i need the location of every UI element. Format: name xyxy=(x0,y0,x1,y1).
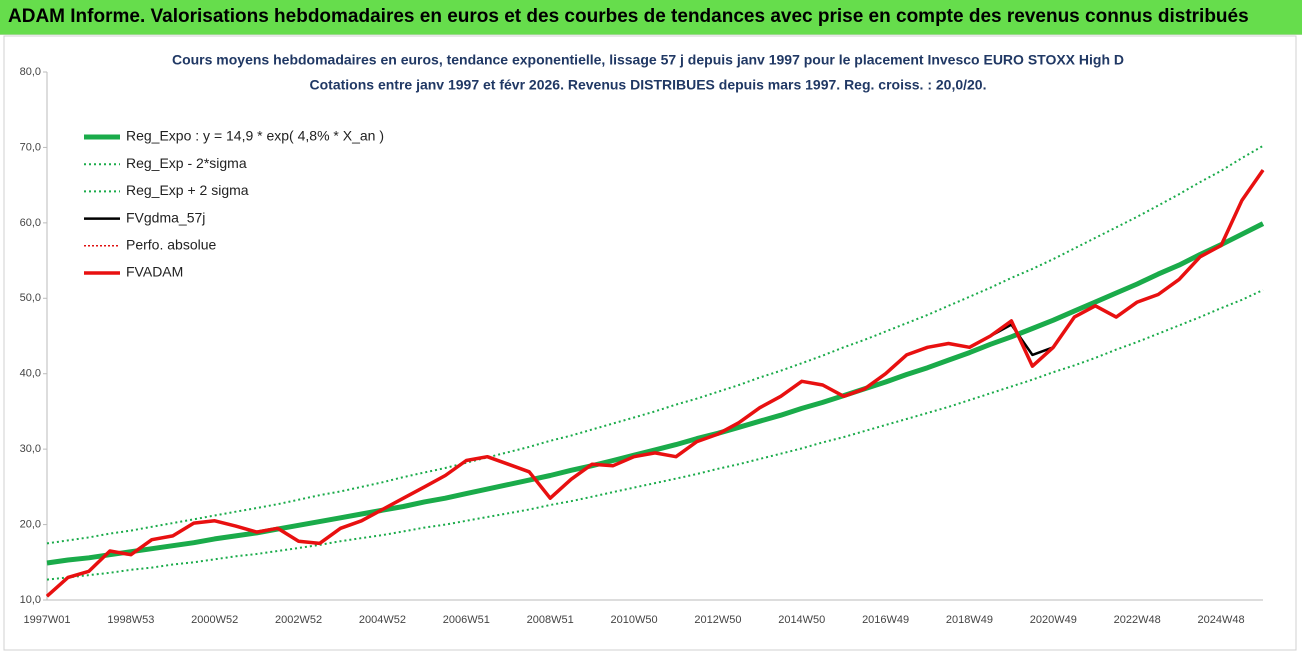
chart-area xyxy=(3,35,1297,651)
y-tick-label: 70,0 xyxy=(20,141,41,153)
y-tick-label: 60,0 xyxy=(20,217,41,229)
x-tick-label: 2016W49 xyxy=(862,614,909,626)
y-tick-label: 80,0 xyxy=(20,66,41,78)
series-line xyxy=(46,145,1264,545)
x-tick-label: 2008W51 xyxy=(527,614,574,626)
x-tick-label: 2022W48 xyxy=(1114,614,1161,626)
chart-subtitle: Cours moyens hebdomadaires en euros, ten… xyxy=(172,52,1124,68)
x-tick-label: 2018W49 xyxy=(946,614,993,626)
legend-label: Reg_Expo : y = 14,9 * exp( 4,8% * X_an ) xyxy=(126,128,384,144)
chart-subtitle: Cotations entre janv 1997 et févr 2026. … xyxy=(310,77,987,93)
legend-label: Perfo. absolue xyxy=(126,237,216,253)
series-line xyxy=(45,169,1265,598)
legend-label: FVgdma_57j xyxy=(126,209,205,225)
y-tick-label: 50,0 xyxy=(20,292,41,304)
chart: Cours moyens hebdomadaires en euros, ten… xyxy=(3,35,1297,651)
title-bar: ADAM Informe. Valorisations hebdomadaire… xyxy=(0,0,1302,35)
x-tick-label: 1997W01 xyxy=(23,614,70,626)
x-tick-label: 2000W52 xyxy=(191,614,238,626)
x-tick-label: 2012W50 xyxy=(694,614,741,626)
x-tick-label: 2010W50 xyxy=(610,614,657,626)
x-tick-label: 1998W53 xyxy=(107,614,154,626)
legend-label: Reg_Exp - 2*sigma xyxy=(126,155,247,171)
y-tick-label: 20,0 xyxy=(20,518,41,530)
legend-label: FVADAM xyxy=(126,264,183,280)
x-tick-label: 2024W48 xyxy=(1198,614,1245,626)
x-tick-label: 2006W51 xyxy=(443,614,490,626)
x-tick-label: 2002W52 xyxy=(275,614,322,626)
x-tick-label: 2004W52 xyxy=(359,614,406,626)
x-tick-label: 2020W49 xyxy=(1030,614,1077,626)
x-tick-label: 2014W50 xyxy=(778,614,825,626)
legend-label: Reg_Exp + 2 sigma xyxy=(126,182,249,198)
y-tick-label: 30,0 xyxy=(20,443,41,455)
page-title: ADAM Informe. Valorisations hebdomadaire… xyxy=(8,6,1249,27)
series-line xyxy=(46,289,1264,581)
y-tick-label: 40,0 xyxy=(20,368,41,380)
y-tick-label: 10,0 xyxy=(20,594,41,606)
series-line xyxy=(46,221,1265,566)
